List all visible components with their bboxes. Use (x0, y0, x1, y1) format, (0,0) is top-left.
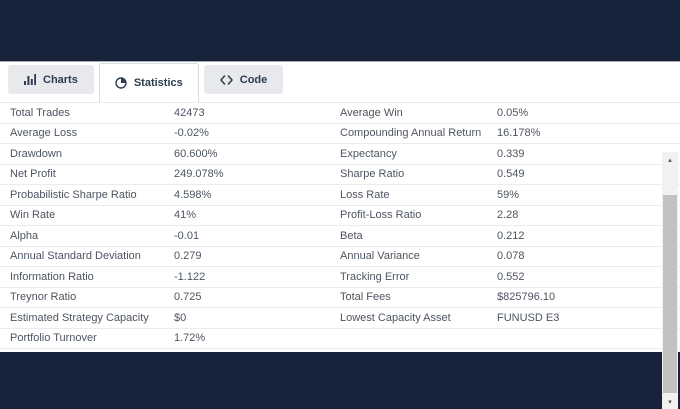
stat-label: Drawdown (10, 147, 62, 160)
tab-statistics[interactable]: Statistics (98, 63, 199, 102)
stat-value: FUNUSD E3 (497, 311, 560, 324)
stat-label: Compounding Annual Return (340, 127, 482, 140)
table-row: Information Ratio -1.122 Tracking Error … (0, 267, 680, 288)
stat-value: -0.02% (174, 127, 209, 140)
stat-label: Annual Standard Deviation (10, 250, 141, 263)
stat-label: Tracking Error (340, 270, 410, 283)
stat-label: Loss Rate (340, 188, 390, 201)
vertical-scrollbar[interactable]: ▴ ▾ (662, 152, 678, 409)
stat-label: Average Win (340, 106, 403, 119)
stat-value: 60.600% (174, 147, 218, 160)
bottom-bar (0, 352, 680, 409)
table-row: Treynor Ratio 0.725 Total Fees $825796.1… (0, 288, 680, 308)
stat-value: 0.078 (497, 250, 525, 263)
stat-label: Average Loss (10, 127, 78, 140)
stat-label: Estimated Strategy Capacity (10, 311, 149, 324)
backtest-results-panel: Charts Statistics Code Total Trade (0, 61, 680, 409)
table-row: Total Trades 42473 Average Win 0.05% (0, 103, 680, 124)
stat-label: Annual Variance (340, 250, 420, 263)
stat-value: 16.178% (497, 127, 541, 140)
stat-value: 2.28 (497, 209, 519, 222)
stat-value: 59% (497, 188, 520, 201)
stat-value: 42473 (174, 106, 205, 119)
tab-charts-label: Charts (43, 73, 78, 86)
stat-label: Information Ratio (10, 270, 94, 283)
stat-label: Total Fees (340, 291, 391, 304)
top-header-bar (0, 0, 680, 61)
table-row: Average Loss -0.02% Compounding Annual R… (0, 124, 680, 144)
stat-label: Win Rate (10, 209, 56, 222)
scroll-thumb[interactable] (663, 195, 677, 393)
stat-label: Beta (340, 229, 363, 242)
stat-value: 0.339 (497, 147, 525, 160)
code-icon (220, 74, 233, 85)
stat-value: 0.552 (497, 270, 525, 283)
table-row: Estimated Strategy Capacity $0 Lowest Ca… (0, 308, 680, 329)
bar-chart-icon (24, 74, 36, 85)
stat-label: Lowest Capacity Asset (340, 311, 451, 324)
table-row: Win Rate 41% Profit-Loss Ratio 2.28 (0, 206, 680, 226)
tab-charts[interactable]: Charts (8, 65, 94, 94)
stat-value: -0.01 (174, 229, 200, 242)
stat-label: Profit-Loss Ratio (340, 209, 422, 222)
pie-chart-icon (115, 77, 127, 89)
table-row: Net Profit 249.078% Sharpe Ratio 0.549 (0, 165, 680, 185)
scroll-down-button[interactable]: ▾ (662, 394, 678, 409)
stat-value: 0.279 (174, 250, 202, 263)
table-row: Drawdown 60.600% Expectancy 0.339 (0, 144, 680, 165)
stat-value: 4.598% (174, 188, 212, 201)
statistics-table: Total Trades 42473 Average Win 0.05% Ave… (0, 102, 680, 349)
stat-label: Sharpe Ratio (340, 168, 405, 181)
stat-label: Alpha (10, 229, 39, 242)
tab-statistics-label: Statistics (133, 77, 183, 89)
stat-value: 249.078% (174, 168, 224, 181)
stat-value: $825796.10 (497, 291, 556, 304)
stat-value: 1.72% (174, 332, 206, 345)
stat-label: Expectancy (340, 147, 397, 160)
stat-value: 0.05% (497, 106, 529, 119)
stat-label: Net Profit (10, 168, 56, 181)
table-row: Portfolio Turnover 1.72% (0, 329, 680, 349)
table-row: Probabilistic Sharpe Ratio 4.598% Loss R… (0, 185, 680, 206)
stat-label: Probabilistic Sharpe Ratio (10, 188, 137, 201)
stat-value: -1.122 (174, 270, 206, 283)
stat-value: 0.212 (497, 229, 525, 242)
stat-value: $0 (174, 311, 187, 324)
tab-code-label: Code (239, 73, 268, 86)
stat-value: 41% (174, 209, 197, 222)
stat-label: Treynor Ratio (10, 291, 77, 304)
tab-strip: Charts Statistics Code (0, 62, 680, 102)
stat-value: 0.549 (497, 168, 525, 181)
stat-value: 0.725 (174, 291, 202, 304)
tab-code[interactable]: Code (203, 65, 284, 94)
scroll-up-button[interactable]: ▴ (662, 152, 678, 167)
table-row: Annual Standard Deviation 0.279 Annual V… (0, 247, 680, 267)
stat-label: Total Trades (10, 106, 70, 119)
stat-label: Portfolio Turnover (10, 332, 97, 345)
table-row: Alpha -0.01 Beta 0.212 (0, 226, 680, 247)
